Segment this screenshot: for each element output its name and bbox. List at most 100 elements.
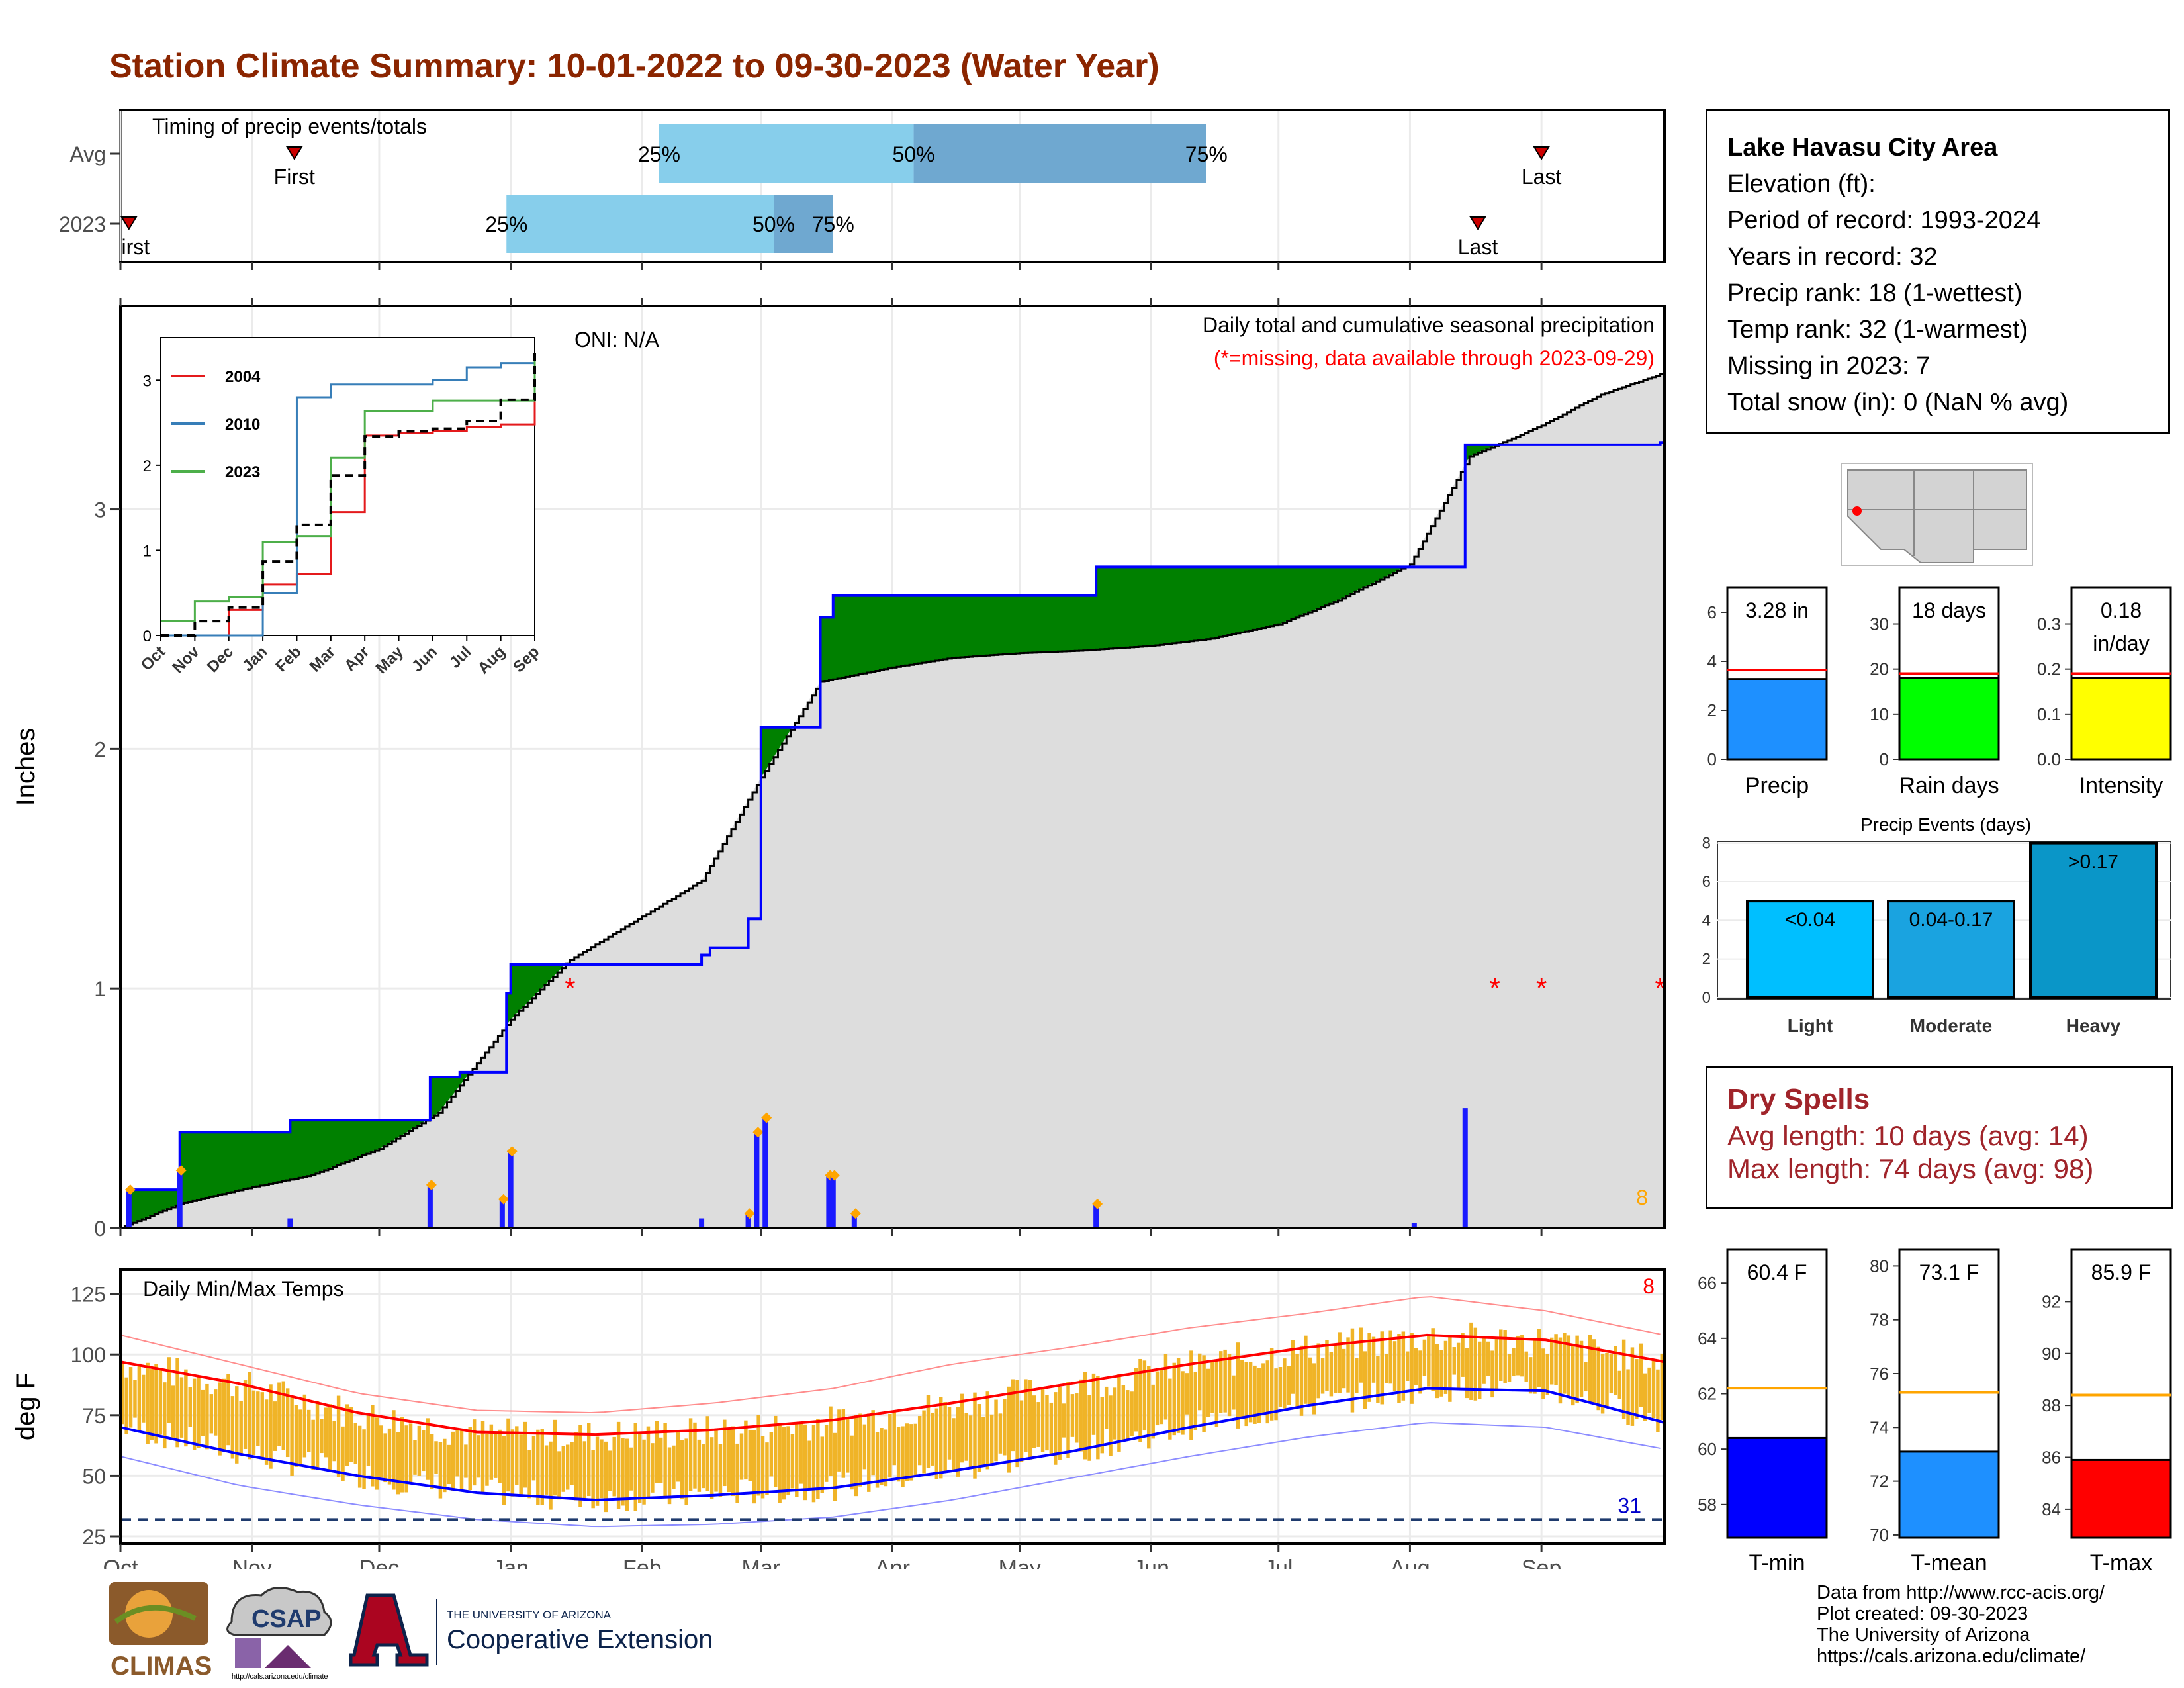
cum-difference-fill xyxy=(387,1120,392,1144)
cum-difference-fill xyxy=(320,1120,325,1172)
cum-difference-fill xyxy=(226,1132,232,1194)
cum-difference-fill xyxy=(1189,567,1195,641)
temp-daily-bar xyxy=(137,1363,142,1432)
cum-difference-fill xyxy=(408,1120,414,1131)
cum-difference-fill xyxy=(1482,444,1487,451)
temp-daily-bar xyxy=(1138,1358,1142,1442)
temp-daily-bar xyxy=(578,1425,582,1507)
temp-daily-bar xyxy=(1380,1331,1385,1405)
cum-daily-marker xyxy=(744,1208,755,1219)
inset-y-tick-label: 2 xyxy=(143,457,152,475)
temp-daily-bar xyxy=(1397,1334,1401,1403)
temp-daily-bar xyxy=(884,1429,888,1487)
temp-daily-bar xyxy=(1257,1368,1261,1423)
cum-difference-fill xyxy=(285,1132,291,1181)
events-y-tick-label: 8 xyxy=(1702,835,1711,853)
temp-daily-bar xyxy=(1592,1339,1596,1405)
timing-last-label: Last xyxy=(1458,235,1498,259)
cum-difference-fill xyxy=(1363,567,1368,588)
temp-daily-bar xyxy=(366,1414,371,1466)
cum-daily-bar xyxy=(745,1213,751,1228)
temp-daily-bar xyxy=(1456,1342,1461,1391)
temp-daily-bar xyxy=(854,1415,858,1497)
cum-daily-bar xyxy=(126,1190,132,1228)
temp-daily-bar xyxy=(587,1423,591,1497)
temp-x-tick-label: Oct xyxy=(103,1556,138,1569)
cum-difference-fill xyxy=(1040,595,1046,653)
temp-x-tick-label: Apr xyxy=(875,1556,910,1569)
summary-value-label: 3.28 in xyxy=(1745,598,1809,622)
temp-daily-bar xyxy=(705,1416,709,1491)
page-title: Station Climate Summary: 10-01-2022 to 0… xyxy=(109,47,1160,85)
temp-daily-bar xyxy=(1350,1328,1355,1413)
cum-difference-fill xyxy=(1338,567,1343,601)
cum-difference-fill xyxy=(557,964,563,973)
cum-difference-fill xyxy=(150,1190,155,1216)
cum-difference-fill xyxy=(778,727,783,751)
temp-daily-bar xyxy=(1647,1367,1651,1413)
timing-last-marker xyxy=(1533,146,1550,160)
temp-daily-bar xyxy=(146,1362,150,1444)
oni-label: ONI: N/A xyxy=(574,328,660,352)
temp-daily-bar xyxy=(184,1369,188,1447)
cum-difference-fill xyxy=(1312,567,1318,611)
summary-y-tick-label: 6 xyxy=(1707,602,1717,622)
temp-daily-bar xyxy=(1028,1380,1032,1460)
cum-difference-fill xyxy=(392,1120,397,1141)
temp-daily-bar xyxy=(1363,1351,1367,1409)
temp-daily-bar xyxy=(702,1444,705,1489)
events-category-label: Heavy xyxy=(2066,1015,2121,1036)
temp-daily-bar xyxy=(943,1401,947,1473)
cum-difference-fill xyxy=(357,1120,363,1158)
temp-daily-bar xyxy=(1155,1371,1160,1426)
temp-daily-bar xyxy=(1176,1358,1181,1433)
cum-difference-fill xyxy=(438,1077,443,1113)
temp-daily-bar xyxy=(1448,1335,1452,1402)
cum-difference-fill xyxy=(1342,567,1347,598)
temp-daily-bar xyxy=(1367,1333,1371,1402)
cum-difference-fill xyxy=(769,727,774,765)
cum-daily-marker xyxy=(498,1194,509,1205)
inset-y-tick-label: 0 xyxy=(143,628,152,645)
temp-daily-bar xyxy=(1584,1362,1588,1392)
summary-category-label: T-min xyxy=(1749,1550,1805,1575)
temp-y-tick-label: 50 xyxy=(82,1464,106,1488)
timing-label-q50: 50% xyxy=(893,142,935,166)
cum-daily-bar xyxy=(1411,1223,1417,1228)
temp-daily-bar xyxy=(956,1407,960,1477)
cum-difference-fill xyxy=(774,727,779,757)
cum-difference-fill xyxy=(1028,595,1033,653)
temp-daily-bar xyxy=(307,1409,311,1452)
temp-daily-bar xyxy=(1113,1387,1117,1440)
temp-daily-bar xyxy=(120,1364,124,1425)
temp-x-tick-label: Jun xyxy=(1133,1556,1169,1569)
cum-difference-fill xyxy=(531,964,537,998)
temp-daily-bar xyxy=(1015,1380,1019,1468)
temp-daily-bar xyxy=(663,1423,667,1499)
summary-y-tick-label: 86 xyxy=(2042,1448,2061,1468)
university-of-arizona-logo: THE UNIVERSITY OF ARIZONA Cooperative Ex… xyxy=(349,1593,713,1667)
temp-daily-bar xyxy=(795,1422,799,1497)
temp-daily-bar xyxy=(1308,1357,1312,1405)
temp-daily-bar xyxy=(1117,1374,1121,1452)
cum-difference-fill xyxy=(998,595,1003,655)
summary-bar xyxy=(1898,677,2000,761)
cum-difference-fill xyxy=(985,595,991,656)
temp-daily-bar xyxy=(1621,1339,1626,1419)
temp-daily-bar xyxy=(786,1426,790,1495)
inset-y-tick-label: 1 xyxy=(143,542,152,560)
temp-daily-bar xyxy=(519,1434,523,1496)
temp-daily-bar xyxy=(1197,1353,1202,1411)
summary-y-tick-label: 0.2 xyxy=(2037,659,2061,679)
temp-daily-bar xyxy=(1639,1343,1643,1407)
temp-daily-bar xyxy=(1630,1347,1635,1426)
temp-daily-bar xyxy=(1575,1335,1579,1404)
temp-daily-bar xyxy=(527,1450,531,1499)
temp-daily-bar xyxy=(1486,1341,1490,1376)
temp-daily-bar xyxy=(1452,1347,1456,1375)
cum-difference-fill xyxy=(192,1132,197,1201)
cum-difference-fill xyxy=(396,1120,401,1139)
cum-difference-fill xyxy=(1151,567,1156,646)
temp-daily-bar xyxy=(625,1438,629,1511)
cum-difference-fill xyxy=(158,1190,163,1213)
